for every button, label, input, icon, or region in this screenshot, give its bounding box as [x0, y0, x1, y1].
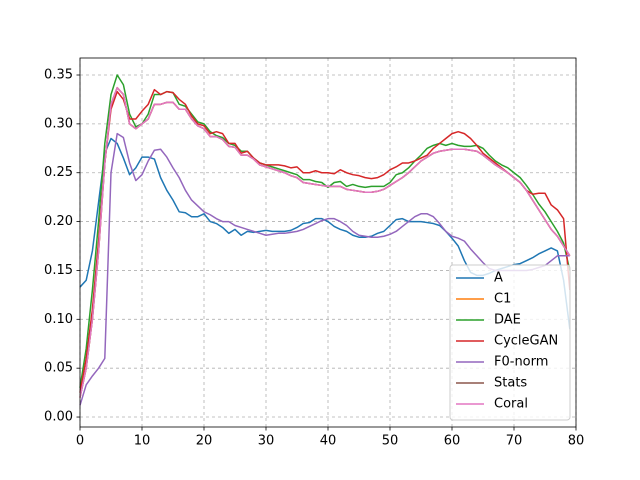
x-tick-label: 50	[382, 434, 399, 449]
x-tick-label: 0	[76, 434, 84, 449]
x-tick-label: 10	[134, 434, 151, 449]
y-tick-label: 0.25	[44, 165, 73, 180]
legend-label: Coral	[494, 397, 528, 412]
y-tick-label: 0.30	[44, 116, 73, 131]
legend: A C1 DAE CycleGAN F0-norm Stats Coral	[449, 264, 571, 421]
x-tick-label: 30	[258, 434, 275, 449]
line-series	[79, 86, 571, 398]
legend-label: CycleGAN	[494, 334, 558, 349]
x-tick-label: 80	[568, 434, 585, 449]
plot-frame	[79, 57, 577, 428]
x-tick-label: 60	[444, 434, 461, 449]
line-series	[79, 88, 571, 393]
y-tick-label: 0.15	[44, 263, 73, 278]
legend-label: A	[494, 271, 503, 286]
y-tick-label: 0.00	[44, 410, 73, 425]
legend-label: C1	[494, 292, 511, 307]
legend-label: F0-norm	[494, 355, 548, 370]
y-tick-label: 0.10	[44, 312, 73, 327]
y-tick-label: 0.05	[44, 361, 73, 376]
y-tick-label: 0.20	[44, 214, 73, 229]
legend-label: DAE	[494, 313, 521, 328]
legend-box	[449, 264, 571, 421]
x-tick-label: 20	[196, 434, 213, 449]
x-tick-label: 40	[320, 434, 337, 449]
y-tick-label: 0.35	[44, 68, 73, 83]
legend-label: Stats	[494, 376, 527, 391]
x-tick-label: 70	[506, 434, 523, 449]
